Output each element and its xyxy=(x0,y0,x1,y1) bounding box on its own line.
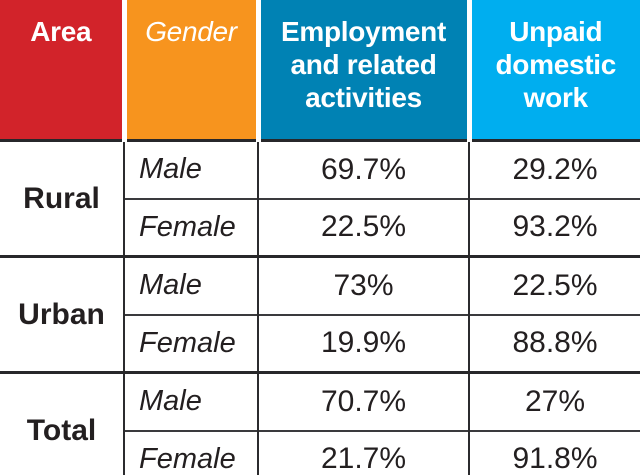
table-row-urban-female: Female 19.9% 88.8% xyxy=(0,313,640,373)
gender-cell: Female xyxy=(124,197,259,257)
header-unpaid: Unpaid domestic work xyxy=(466,0,640,142)
employment-value-cell: 21.7% xyxy=(258,429,470,475)
header-row: Area Gender Employment and related activ… xyxy=(0,0,640,142)
table-row-total-female: Female 21.7% 91.8% xyxy=(0,429,640,475)
employment-value-cell: 73% xyxy=(258,255,470,315)
table-body: Rural Male 69.7% 29.2% Female 22.5% 93.2… xyxy=(0,140,640,475)
table-row-total-male: Total Male 70.7% 27% xyxy=(0,371,640,475)
table-row-rural-male: Rural Male 69.7% 29.2% xyxy=(0,140,640,257)
gender-cell: Male xyxy=(124,371,259,431)
unpaid-value-cell: 27% xyxy=(469,371,640,431)
employment-value-cell: 19.9% xyxy=(258,313,470,373)
unpaid-value-cell: 88.8% xyxy=(469,313,640,373)
table-row-urban-male: Urban Male 73% 22.5% xyxy=(0,255,640,373)
unpaid-value-cell: 91.8% xyxy=(469,429,640,475)
table-row-rural-female: Female 22.5% 93.2% xyxy=(0,197,640,257)
header-area: Area xyxy=(0,0,124,142)
gender-cell: Female xyxy=(124,313,259,373)
gender-cell: Female xyxy=(124,429,259,475)
unpaid-value-cell: 29.2% xyxy=(469,140,640,199)
employment-value-cell: 70.7% xyxy=(258,371,470,431)
area-cell-rural: Rural xyxy=(0,140,125,257)
header-gender: Gender xyxy=(121,0,258,142)
header-employment: Employment and related activities xyxy=(255,0,469,142)
unpaid-value-cell: 22.5% xyxy=(469,255,640,315)
area-cell-total: Total xyxy=(0,371,125,475)
gender-cell: Male xyxy=(124,140,259,199)
employment-value-cell: 69.7% xyxy=(258,140,470,199)
gender-cell: Male xyxy=(124,255,259,315)
employment-value-cell: 22.5% xyxy=(258,197,470,257)
area-cell-urban: Urban xyxy=(0,255,125,373)
table-header: Area Gender Employment and related activ… xyxy=(0,0,640,142)
unpaid-value-cell: 93.2% xyxy=(469,197,640,257)
